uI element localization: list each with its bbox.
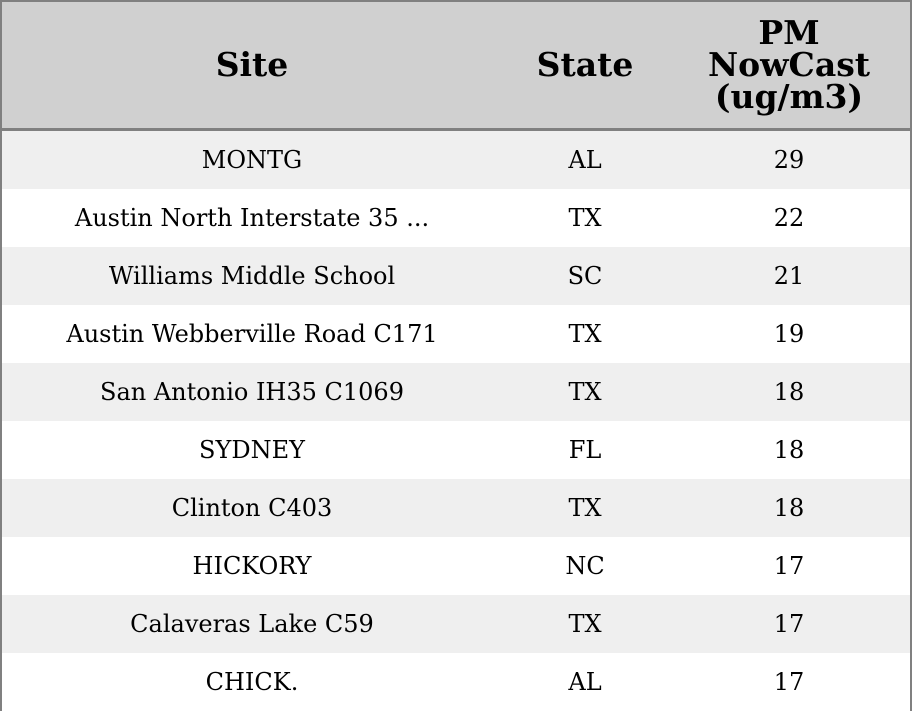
table-row: Clinton C403 TX 18 <box>2 479 910 537</box>
table-row: Williams Middle School SC 21 <box>2 247 910 305</box>
cell-state: TX <box>502 363 668 421</box>
cell-state: TX <box>502 189 668 247</box>
cell-state: TX <box>502 305 668 363</box>
cell-site: Williams Middle School <box>2 247 502 305</box>
table-row: MONTG AL 29 <box>2 129 910 189</box>
cell-site: CHICK. <box>2 653 502 711</box>
header-pm-line1: PM <box>758 13 820 52</box>
table-row: CHICK. AL 17 <box>2 653 910 711</box>
cell-site: San Antonio IH35 C1069 <box>2 363 502 421</box>
cell-pm: 18 <box>668 479 910 537</box>
header-row: Site State PM NowCast (ug/m3) <box>2 2 910 131</box>
header-pm: PM NowCast (ug/m3) <box>668 2 910 131</box>
table-row: SYDNEY FL 18 <box>2 421 910 479</box>
cell-pm: 29 <box>668 129 910 189</box>
header-state: State <box>502 2 668 131</box>
cell-pm: 17 <box>668 595 910 653</box>
header-pm-line3: (ug/m3) <box>714 77 864 116</box>
table-row: Austin Webberville Road C171 TX 19 <box>2 305 910 363</box>
table-row: Austin North Interstate 35 ... TX 22 <box>2 189 910 247</box>
cell-state: TX <box>502 595 668 653</box>
cell-site: Austin North Interstate 35 ... <box>2 189 502 247</box>
cell-pm: 17 <box>668 653 910 711</box>
table-row: HICKORY NC 17 <box>2 537 910 595</box>
cell-site: Austin Webberville Road C171 <box>2 305 502 363</box>
header-pm-line2: NowCast <box>707 45 871 84</box>
cell-site: SYDNEY <box>2 421 502 479</box>
cell-state: TX <box>502 479 668 537</box>
cell-site: MONTG <box>2 129 502 189</box>
cell-state: AL <box>502 653 668 711</box>
cell-pm: 18 <box>668 363 910 421</box>
cell-pm: 18 <box>668 421 910 479</box>
cell-pm: 17 <box>668 537 910 595</box>
table-row: Calaveras Lake C59 TX 17 <box>2 595 910 653</box>
cell-site: HICKORY <box>2 537 502 595</box>
cell-pm: 19 <box>668 305 910 363</box>
cell-pm: 22 <box>668 189 910 247</box>
cell-state: AL <box>502 129 668 189</box>
cell-site: Clinton C403 <box>2 479 502 537</box>
cell-state: FL <box>502 421 668 479</box>
cell-state: SC <box>502 247 668 305</box>
table-row: San Antonio IH35 C1069 TX 18 <box>2 363 910 421</box>
header-site: Site <box>2 2 502 131</box>
cell-state: NC <box>502 537 668 595</box>
cell-pm: 21 <box>668 247 910 305</box>
cell-site: Calaveras Lake C59 <box>2 595 502 653</box>
